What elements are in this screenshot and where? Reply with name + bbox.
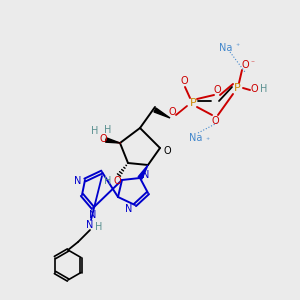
Text: Na: Na — [189, 133, 203, 143]
Polygon shape — [154, 108, 170, 118]
Text: N: N — [86, 220, 94, 230]
Text: O: O — [168, 107, 176, 117]
Text: O: O — [113, 176, 121, 186]
Text: N: N — [142, 170, 150, 180]
Text: P: P — [190, 98, 196, 108]
Text: O: O — [241, 60, 249, 70]
Text: N: N — [74, 176, 82, 186]
Text: ⁻: ⁻ — [250, 58, 254, 68]
Polygon shape — [138, 165, 148, 179]
Text: H: H — [260, 84, 268, 94]
Text: O: O — [213, 85, 221, 95]
Text: N: N — [125, 204, 133, 214]
Text: O: O — [180, 76, 188, 86]
Text: O: O — [250, 84, 258, 94]
Text: O: O — [99, 134, 107, 144]
Text: ⁺: ⁺ — [235, 41, 239, 50]
Text: H: H — [95, 222, 103, 232]
Text: P: P — [234, 83, 240, 93]
Text: H: H — [104, 125, 112, 135]
Text: N: N — [89, 210, 97, 220]
Text: ⁺: ⁺ — [205, 136, 209, 145]
Text: O: O — [163, 146, 171, 156]
Text: O: O — [211, 116, 219, 126]
Text: H: H — [91, 126, 99, 136]
Polygon shape — [106, 138, 120, 143]
Text: H: H — [104, 176, 112, 186]
Text: Na: Na — [219, 43, 233, 53]
